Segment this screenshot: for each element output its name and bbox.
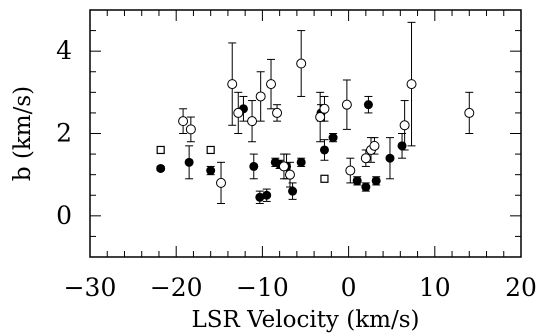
open-point: [341, 99, 352, 110]
y-axis-label: b (km/s): [10, 86, 36, 181]
x-tick-label: −30: [64, 273, 117, 302]
x-tick-label: −10: [236, 273, 289, 302]
x-tick-label: 0: [341, 273, 357, 302]
filled-point: [328, 133, 338, 143]
filled-point: [363, 100, 373, 110]
filled-point: [288, 186, 298, 196]
open-square-point: [320, 174, 329, 183]
data-points: [156, 58, 475, 202]
open-point: [272, 107, 283, 118]
open-point: [227, 79, 238, 90]
filled-point: [397, 141, 407, 151]
open-point: [185, 124, 196, 135]
y-tick-label: 2: [56, 119, 72, 148]
open-point: [296, 58, 307, 69]
filled-point: [296, 157, 306, 167]
error-bars: [156, 21, 474, 204]
filled-point: [371, 176, 381, 186]
open-square-point: [206, 145, 215, 155]
open-point: [255, 91, 266, 102]
filled-point: [156, 163, 166, 173]
open-point: [216, 177, 227, 188]
open-point: [278, 161, 289, 172]
open-point: [284, 169, 295, 180]
filled-point: [385, 153, 395, 163]
open-square-point: [156, 145, 165, 155]
x-tick-label: −20: [150, 273, 203, 302]
x-tick-label: 20: [505, 273, 537, 302]
filled-point: [352, 176, 362, 186]
y-tick-label: 0: [56, 201, 72, 230]
x-axis-label: LSR Velocity (km/s): [191, 307, 419, 333]
filled-point: [206, 166, 216, 176]
open-point: [247, 116, 258, 127]
filled-point: [255, 192, 265, 202]
x-tick-labels: −30 −20 −10 0 10 20: [64, 273, 537, 302]
open-point: [399, 120, 410, 131]
plot-frame: [89, 9, 522, 258]
filled-point: [319, 145, 329, 155]
open-point: [266, 79, 277, 90]
open-point: [464, 107, 475, 118]
filled-point: [249, 161, 259, 171]
filled-point: [184, 157, 194, 167]
y-tick-label: 4: [56, 36, 72, 65]
open-point: [319, 103, 330, 114]
open-point: [178, 116, 189, 127]
filled-point: [262, 190, 272, 200]
open-point: [233, 107, 244, 118]
open-point: [345, 165, 356, 176]
open-point: [369, 140, 380, 151]
y-tick-labels: 0 2 4: [56, 36, 72, 230]
axis-ticks: [89, 9, 522, 258]
open-point: [406, 79, 417, 90]
open-point: [360, 153, 371, 164]
filled-point: [361, 182, 371, 192]
x-tick-label: 10: [419, 273, 451, 302]
open-point: [315, 112, 326, 123]
